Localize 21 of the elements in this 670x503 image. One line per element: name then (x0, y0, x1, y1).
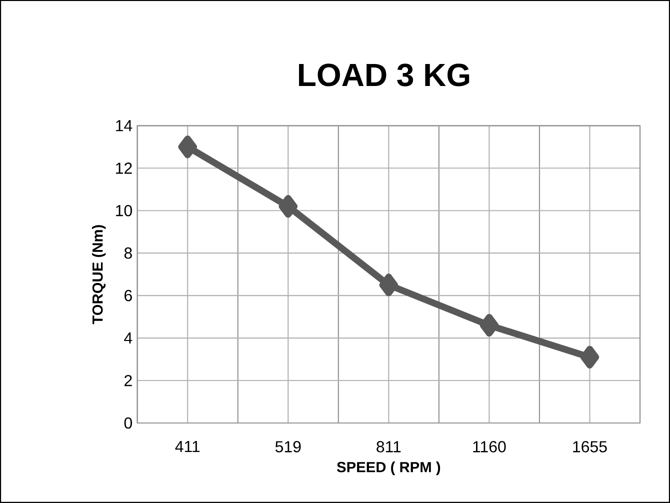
y-tick-label: 2 (124, 374, 132, 386)
y-tick-label: 4 (124, 332, 132, 344)
y-tick-label: 10 (116, 204, 132, 216)
y-tick-label: 6 (124, 290, 132, 302)
x-tick-label: 1655 (573, 441, 607, 452)
point (480, 314, 499, 337)
x-axis-title: SPEED ( RPM ) (336, 462, 440, 476)
y-tick-label: 0 (124, 417, 132, 429)
chart-title: LOAD 3 KG (299, 64, 470, 86)
x-tick-label: 811 (376, 441, 401, 452)
y-tick-label: 12 (116, 162, 132, 174)
point (580, 346, 600, 368)
y-axis-title: TORQUE (Nm) (92, 225, 106, 324)
x-tick-label: 411 (175, 441, 200, 452)
point (178, 136, 197, 158)
point (278, 195, 298, 218)
x-tick-label: 1160 (473, 441, 506, 452)
x-tick-label: 519 (275, 441, 301, 452)
y-tick-label: 8 (124, 247, 132, 259)
point (379, 274, 398, 296)
y-tick-label: 14 (116, 120, 132, 132)
